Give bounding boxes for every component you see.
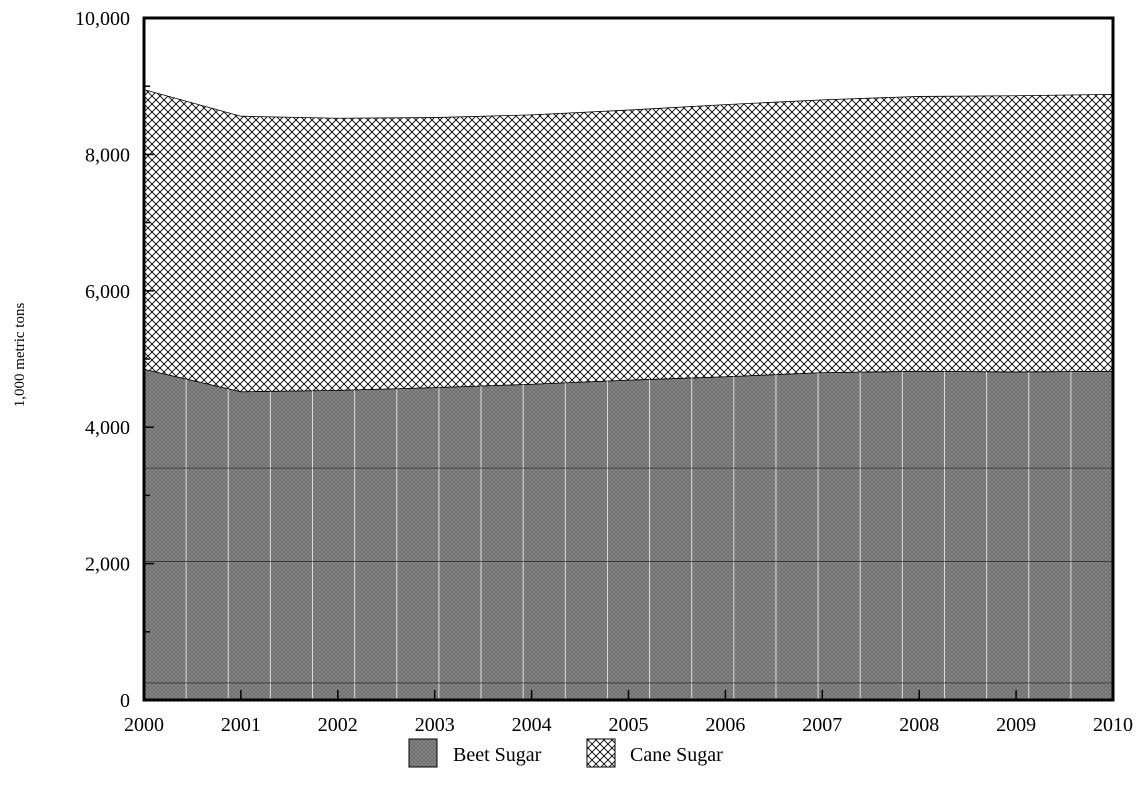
x-tick-label: 2004 <box>512 714 552 736</box>
y-tick-label: 8,000 <box>85 144 130 166</box>
x-tick-label: 2010 <box>1093 714 1133 736</box>
x-tick-label: 2001 <box>221 714 261 736</box>
y-tick-label: 4,000 <box>85 417 130 439</box>
legend-item-beet-sugar: Beet Sugar <box>408 738 542 768</box>
x-tick-label: 2000 <box>124 714 164 736</box>
plot-overlay-lines <box>144 371 1113 700</box>
y-axis-label: 1,000 metric tons <box>12 303 28 408</box>
legend-label-cane-sugar: Cane Sugar <box>630 744 723 766</box>
legend-swatch-cane-sugar <box>586 738 616 768</box>
y-tick-label: 6,000 <box>85 281 130 303</box>
x-tick-label: 2007 <box>802 714 842 736</box>
legend-swatch-beet-sugar <box>408 738 438 768</box>
area-beet-sugar <box>143 368 1114 701</box>
x-axis: 2000 2001 2002 2003 2004 2005 2006 2007 2008 2009… <box>124 690 1133 736</box>
y-axis: 0 2,000 4,000 6,000 8,000 10,000 <box>75 8 154 712</box>
area-cane-sugar <box>143 89 1114 393</box>
area-layers <box>143 89 1114 701</box>
x-tick-label: 2005 <box>609 714 649 736</box>
x-tick-label: 2006 <box>705 714 745 736</box>
y-tick-label: 0 <box>120 690 130 712</box>
legend-label-beet-sugar: Beet Sugar <box>453 744 542 766</box>
x-tick-label: 2003 <box>415 714 455 736</box>
legend-item-cane-sugar: Cane Sugar <box>586 738 723 768</box>
y-tick-label: 2,000 <box>85 554 130 576</box>
legend: Beet Sugar Cane Sugar <box>408 738 723 768</box>
y-tick-label: 10,000 <box>75 8 130 30</box>
x-tick-label: 2008 <box>899 714 939 736</box>
x-tick-label: 2009 <box>996 714 1036 736</box>
x-tick-label: 2002 <box>318 714 358 736</box>
